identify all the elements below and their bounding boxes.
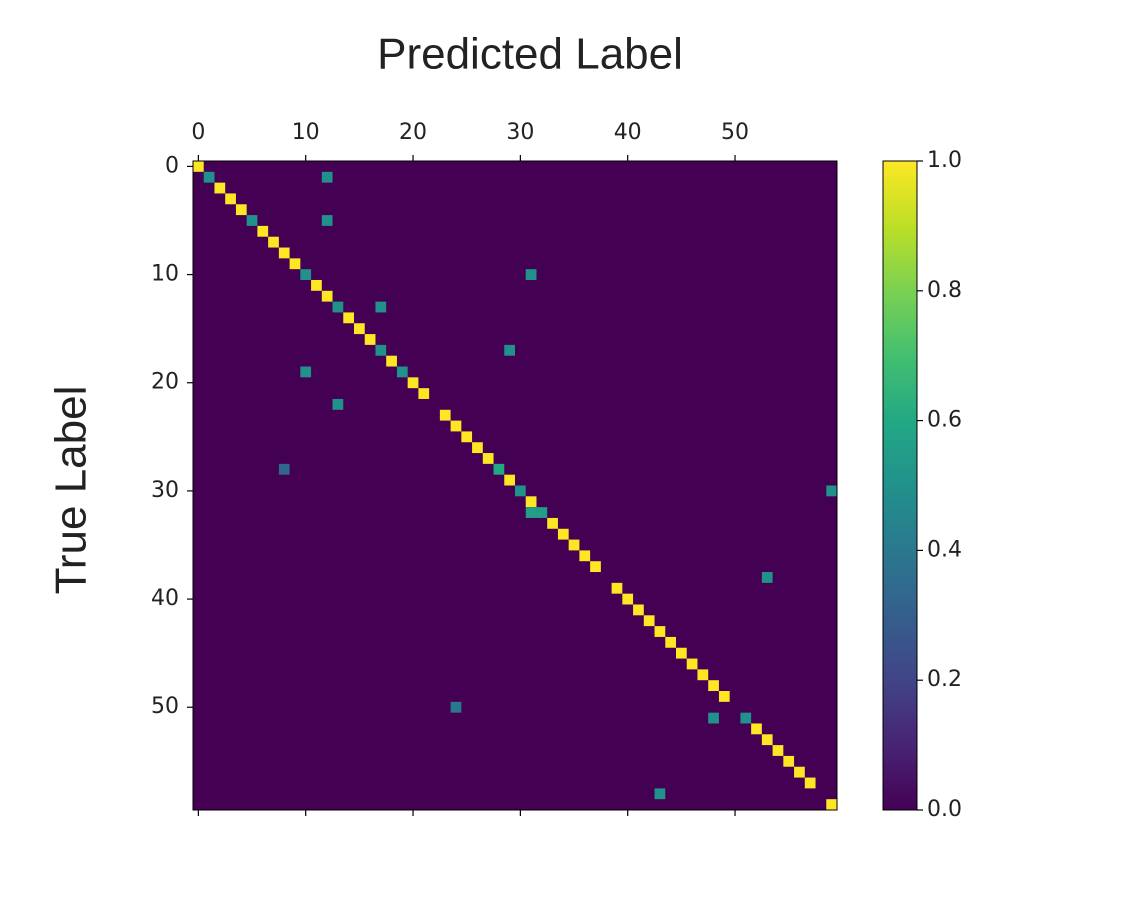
y-tick-label: 10 [151, 262, 179, 287]
colorbar-tick-label: 1.0 [927, 148, 962, 173]
heatmap-cell [751, 723, 762, 735]
heatmap-cell [536, 507, 548, 518]
heatmap-cell [472, 442, 483, 454]
colorbar-tick-label: 0.8 [927, 278, 962, 303]
heatmap-cell [622, 593, 634, 605]
heatmap-cell [579, 550, 591, 562]
heatmap-cell [278, 463, 290, 475]
y-tick-label: 50 [151, 694, 179, 719]
y-tick-label: 40 [151, 586, 179, 611]
heatmap-cell [235, 204, 247, 216]
heatmap-cell [772, 745, 784, 756]
heatmap-cell [332, 301, 344, 313]
heatmap-cell [676, 647, 687, 659]
colorbar-tick-label: 0.0 [927, 797, 962, 822]
plot-frame [192, 160, 838, 811]
heatmap-cell [783, 755, 795, 767]
heatmap-cell [300, 366, 312, 378]
heatmap-cell [826, 799, 837, 810]
heatmap-cell [504, 474, 515, 486]
heatmap-cell [246, 215, 258, 226]
heatmap-cell [547, 517, 558, 529]
x-tick-label: 20 [399, 120, 427, 145]
x-tick-label: 30 [506, 120, 534, 145]
heatmap-cell [268, 236, 279, 248]
heatmap-cell [439, 409, 451, 421]
heatmap-cell [203, 171, 215, 183]
heatmap-cell [225, 193, 236, 205]
heatmap-cell [654, 788, 666, 800]
heatmap-cell [590, 561, 601, 573]
heatmap-cell [343, 312, 354, 324]
heatmap-cell [686, 658, 698, 670]
heatmap-cell [504, 344, 515, 356]
heatmap-cell [321, 171, 333, 183]
heatmap-cell [321, 290, 333, 302]
heatmap-cell [289, 258, 301, 270]
heatmap-cell [193, 161, 204, 172]
heatmap-cell [321, 215, 333, 226]
heatmap-cell [375, 344, 387, 356]
y-tick-label: 0 [165, 153, 179, 178]
heatmap-cell [557, 528, 569, 540]
heatmap-cell [654, 626, 666, 637]
heatmap-cell [418, 388, 430, 399]
heatmap-cell [611, 582, 623, 594]
heatmap-cell [718, 691, 730, 702]
heatmap-cell [643, 615, 655, 627]
heatmap-cell [525, 496, 537, 508]
heatmap-cell [708, 680, 719, 692]
heatmap-cell [461, 431, 473, 443]
heatmap-cell [493, 463, 505, 475]
heatmap-cell [708, 712, 719, 724]
heatmap-cell [525, 507, 537, 518]
heatmap-cell [300, 269, 312, 280]
colorbar-tick-label: 0.2 [927, 667, 962, 692]
colorbar-tick-label: 0.4 [927, 537, 962, 562]
heatmap-cell [482, 453, 494, 464]
y-axis-label: True Label [47, 386, 96, 595]
heatmap-cell [665, 636, 676, 648]
heatmap-cell [525, 269, 537, 280]
heatmap-cell [396, 366, 408, 378]
heatmap-cell [332, 398, 344, 410]
heatmap-cell [375, 301, 387, 313]
y-tick-label: 30 [151, 478, 179, 503]
heatmap-cell [214, 182, 226, 194]
x-tick-label: 50 [721, 120, 749, 145]
heatmap-cell [515, 485, 526, 497]
y-tick-label: 20 [151, 370, 179, 395]
heatmap-cell [407, 377, 419, 389]
heatmap-cell [311, 279, 322, 291]
heatmap-cell [257, 225, 269, 237]
heatmap-cell [354, 323, 365, 335]
heatmap-cell [761, 572, 773, 583]
heatmap-cell [568, 539, 580, 551]
heatmap-cell [804, 777, 816, 789]
heatmap-cell [278, 247, 290, 259]
x-tick-label: 0 [191, 120, 205, 145]
heatmap-cell [761, 734, 773, 746]
heatmap-cell [364, 334, 376, 345]
heatmap-cell [794, 766, 805, 778]
x-axis-label: Predicted Label [377, 30, 683, 79]
heatmap-cell [633, 604, 644, 616]
heatmap-cell [450, 701, 462, 713]
heatmap-cell [697, 669, 709, 681]
heatmap-cell [826, 485, 837, 497]
heatmap-cell [740, 712, 752, 724]
x-tick-label: 10 [292, 120, 320, 145]
heatmap-cell [450, 420, 462, 432]
colorbar [882, 160, 918, 811]
x-tick-label: 40 [614, 120, 642, 145]
heatmap-cell [386, 355, 397, 367]
colorbar-tick-label: 0.6 [927, 408, 962, 433]
